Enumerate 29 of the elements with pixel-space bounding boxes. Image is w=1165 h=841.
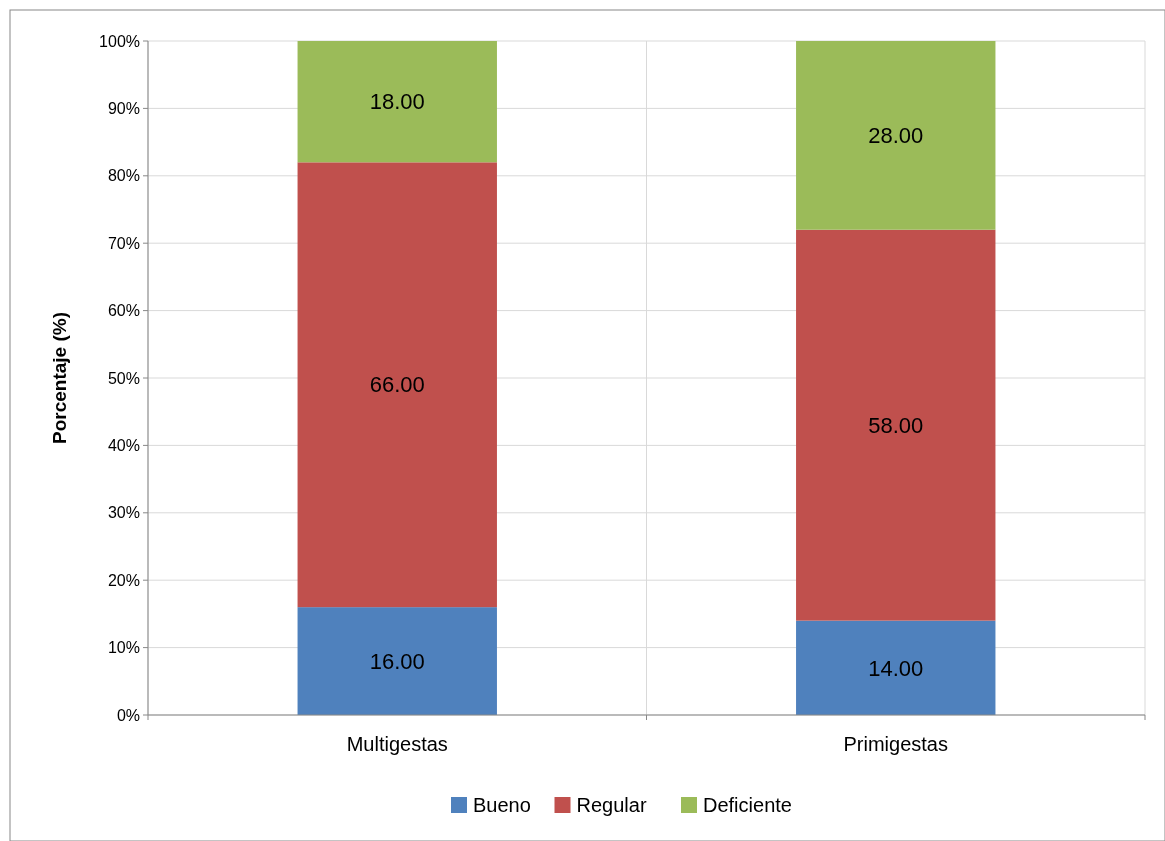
bar: [796, 229, 996, 621]
bar: [796, 620, 996, 715]
y-tick-label: 80%: [107, 167, 140, 185]
data-label: 28.00: [868, 123, 924, 149]
x-tick-label: Multigestas: [346, 733, 448, 755]
y-tick-label: 10%: [107, 639, 140, 657]
y-tick-label: 20%: [107, 571, 140, 589]
data-label: 16.00: [369, 648, 425, 674]
data-label: 18.00: [369, 89, 425, 115]
y-tick-label: 30%: [107, 504, 140, 522]
y-tick-label: 40%: [107, 437, 140, 454]
data-label: 58.00: [868, 412, 924, 438]
legend-label: Bueno: [473, 794, 531, 816]
y-tick-label: 100%: [99, 32, 140, 50]
y-tick-label: 90%: [107, 100, 140, 117]
y-tick-label: 70%: [107, 234, 140, 252]
bar: [796, 41, 996, 230]
data-label: 14.00: [868, 655, 924, 681]
y-tick-label: 0%: [116, 706, 140, 724]
bar: [297, 41, 497, 163]
bar: [297, 607, 497, 715]
legend-label: Regular: [576, 794, 647, 816]
x-tick-label: Primigestas: [843, 733, 948, 755]
y-tick-label: 60%: [107, 302, 140, 320]
y-tick-label: 50%: [107, 369, 140, 387]
y-axis-title: Porcentaje (%): [49, 312, 70, 444]
data-label: 66.00: [369, 372, 425, 398]
bar: [297, 162, 497, 608]
legend-label: Deficiente: [703, 794, 792, 816]
